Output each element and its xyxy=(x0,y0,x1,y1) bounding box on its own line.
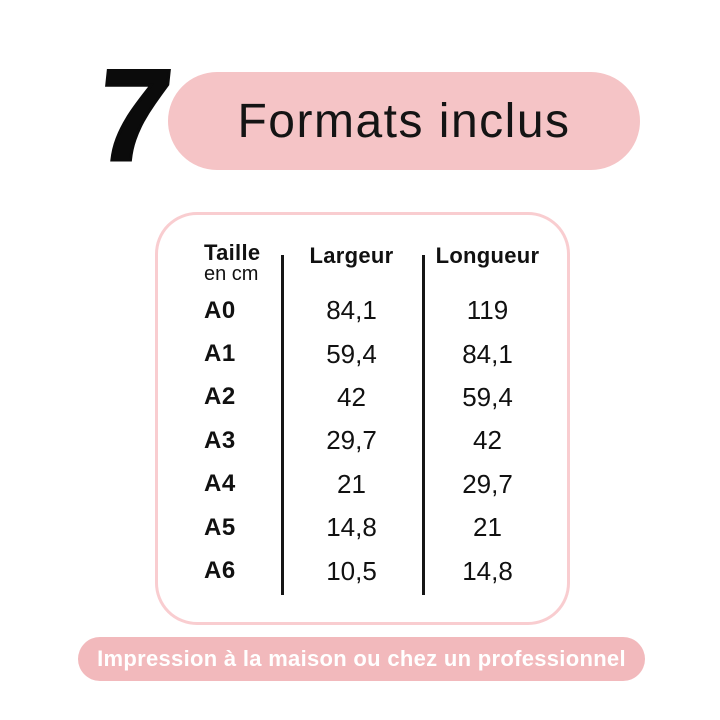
longueur-value: 29,7 xyxy=(462,468,513,499)
largeur-value: 29,7 xyxy=(326,425,377,456)
longueur-value: 119 xyxy=(466,295,509,326)
header-cell-largeur: Largeur xyxy=(281,243,422,269)
table-header-row: Taille en cm Largeur Longueur xyxy=(158,229,567,289)
table-row: A6 10,5 14,8 xyxy=(158,549,567,592)
table-row: A2 42 59,4 xyxy=(158,376,567,419)
longueur-value: 59,4 xyxy=(462,381,513,412)
footer-banner: Impression à la maison ou chez un profes… xyxy=(78,637,645,681)
column-header-longueur: Longueur xyxy=(435,243,540,268)
column-header-largeur: Largeur xyxy=(309,243,394,268)
largeur-value: 59,4 xyxy=(326,338,377,369)
largeur-value: 14,8 xyxy=(326,512,377,543)
table-row: A0 84,1 119 xyxy=(158,289,567,332)
size-label: A4 xyxy=(204,470,236,498)
longueur-value: 84,1 xyxy=(462,338,513,369)
table-row: A4 21 29,7 xyxy=(158,463,567,506)
header-cell-taille: Taille en cm xyxy=(158,229,281,285)
largeur-value: 42 xyxy=(337,381,366,412)
longueur-value: 14,8 xyxy=(462,555,513,586)
largeur-value: 84,1 xyxy=(326,295,377,326)
format-count-number: 7 xyxy=(89,41,180,190)
footer-banner-text: Impression à la maison ou chez un profes… xyxy=(97,646,626,671)
formats-table: Taille en cm Largeur Longueur A0 84,1 11… xyxy=(158,229,567,593)
largeur-value: 10,5 xyxy=(326,555,377,586)
size-label: A3 xyxy=(204,426,236,454)
size-label: A5 xyxy=(204,513,236,541)
longueur-value: 42 xyxy=(473,425,502,456)
column-divider-1 xyxy=(281,255,284,595)
size-label: A2 xyxy=(204,383,236,411)
header-cell-longueur: Longueur xyxy=(422,243,567,269)
size-label: A1 xyxy=(204,340,236,368)
page-title: Formats inclus xyxy=(237,94,571,148)
size-label: A6 xyxy=(204,557,236,585)
column-header-taille: Taille xyxy=(204,240,261,265)
table-row: A1 59,4 84,1 xyxy=(158,332,567,375)
title-pill: Formats inclus xyxy=(168,72,640,170)
formats-table-card: Taille en cm Largeur Longueur A0 84,1 11… xyxy=(155,212,570,625)
column-subheader-unit: en cm xyxy=(204,263,259,286)
column-divider-2 xyxy=(422,255,425,595)
table-row: A3 29,7 42 xyxy=(158,419,567,462)
size-label: A0 xyxy=(204,296,236,324)
longueur-value: 21 xyxy=(473,512,502,543)
largeur-value: 21 xyxy=(337,468,366,499)
table-row: A5 14,8 21 xyxy=(158,506,567,549)
